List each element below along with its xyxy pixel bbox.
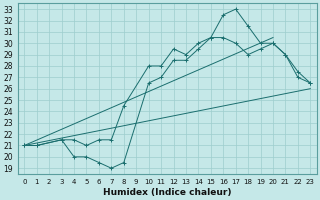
X-axis label: Humidex (Indice chaleur): Humidex (Indice chaleur) <box>103 188 232 197</box>
